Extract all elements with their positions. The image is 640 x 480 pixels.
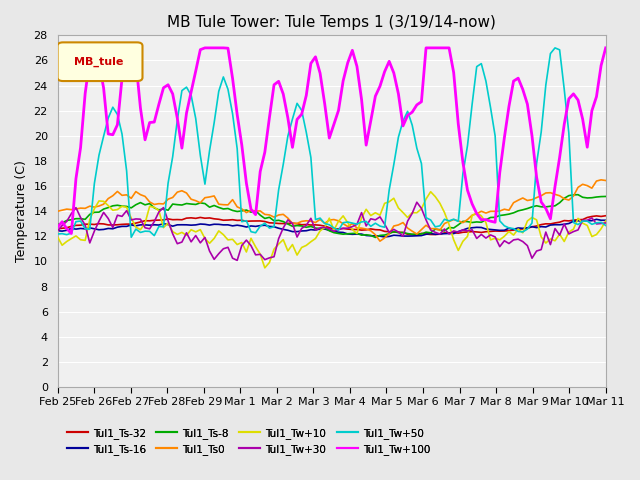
Tul1_Ts0: [436, 228, 444, 233]
Tul1_Tw+100: [67, 230, 75, 236]
Tul1_Tw+30: [54, 228, 61, 234]
Tul1_Ts-8: [574, 192, 582, 198]
Tul1_Tw+100: [178, 145, 186, 151]
Tul1_Ts-16: [169, 223, 177, 229]
Tul1_Tw+50: [602, 223, 609, 228]
Line: Tul1_Tw+10: Tul1_Tw+10: [58, 192, 605, 268]
Text: MB_tule: MB_tule: [74, 57, 124, 67]
Tul1_Ts-32: [358, 227, 365, 233]
Tul1_Ts-8: [492, 215, 499, 220]
Tul1_Tw+50: [173, 118, 181, 123]
Tul1_Tw+10: [496, 237, 504, 243]
Tul1_Tw+30: [602, 220, 609, 226]
Tul1_Tw+50: [436, 223, 444, 228]
Tul1_Ts-16: [436, 231, 444, 237]
Tul1_Tw+30: [440, 226, 448, 232]
Tul1_Tw+10: [169, 229, 177, 235]
Tul1_Tw+30: [413, 199, 420, 205]
Line: Tul1_Tw+30: Tul1_Tw+30: [58, 202, 605, 260]
Tul1_Tw+50: [54, 231, 61, 237]
Tul1_Ts0: [492, 208, 499, 214]
Y-axis label: Temperature (C): Temperature (C): [15, 160, 28, 262]
Tul1_Tw+10: [427, 189, 435, 194]
Line: Tul1_Ts0: Tul1_Ts0: [58, 180, 605, 241]
Tul1_Ts-32: [169, 217, 177, 223]
Tul1_Tw+100: [602, 45, 609, 51]
Tul1_Ts-32: [54, 226, 61, 232]
Tul1_Tw+50: [362, 218, 370, 224]
Tul1_Tw+50: [593, 220, 600, 226]
Tul1_Tw+100: [211, 45, 218, 51]
Tul1_Tw+10: [602, 218, 609, 224]
Tul1_Ts-32: [201, 216, 209, 221]
Tul1_Ts-32: [436, 231, 444, 237]
Tul1_Ts-16: [492, 227, 499, 233]
Tul1_Tw+100: [440, 45, 448, 51]
Tul1_Tw+30: [201, 235, 209, 240]
Tul1_Tw+10: [261, 265, 269, 271]
Tul1_Ts0: [201, 195, 209, 201]
Tul1_Ts-16: [602, 217, 609, 223]
Tul1_Tw+100: [496, 170, 504, 176]
Tul1_Ts-32: [413, 232, 420, 238]
Tul1_Ts0: [169, 194, 177, 200]
Tul1_Ts0: [602, 178, 609, 183]
Tul1_Ts-8: [201, 201, 209, 206]
Line: Tul1_Tw+50: Tul1_Tw+50: [58, 48, 605, 237]
Tul1_Ts-8: [372, 235, 380, 240]
Tul1_Ts0: [358, 225, 365, 231]
Tul1_Tw+10: [362, 206, 370, 212]
Tul1_Tw+10: [54, 234, 61, 240]
Tul1_Tw+30: [234, 257, 241, 263]
Tul1_Ts0: [376, 238, 384, 244]
Tul1_Ts-8: [358, 232, 365, 238]
Tul1_Ts-32: [602, 213, 609, 218]
Tul1_Tw+10: [593, 232, 600, 238]
Tul1_Ts-32: [588, 214, 596, 219]
Tul1_Ts-16: [54, 228, 61, 234]
Tul1_Tw+10: [201, 236, 209, 241]
Line: Tul1_Ts-32: Tul1_Ts-32: [58, 216, 605, 235]
Tul1_Ts-8: [436, 227, 444, 232]
Tul1_Tw+50: [205, 148, 213, 154]
Tul1_Ts-8: [602, 193, 609, 199]
Tul1_Ts-8: [169, 201, 177, 207]
Tul1_Tw+100: [127, 45, 135, 51]
Tul1_Ts-32: [492, 228, 499, 234]
Tul1_Tw+30: [496, 244, 504, 250]
Tul1_Tw+100: [54, 224, 61, 230]
Line: Tul1_Ts-16: Tul1_Ts-16: [58, 219, 605, 237]
Line: Tul1_Ts-8: Tul1_Ts-8: [58, 195, 605, 238]
Title: MB Tule Tower: Tule Temps 1 (3/19/14-now): MB Tule Tower: Tule Temps 1 (3/19/14-now…: [167, 15, 496, 30]
FancyBboxPatch shape: [58, 42, 143, 81]
Tul1_Tw+100: [593, 94, 600, 99]
Tul1_Tw+30: [593, 221, 600, 227]
Tul1_Ts-16: [593, 216, 600, 222]
Tul1_Tw+30: [169, 231, 177, 237]
Tul1_Tw+50: [127, 234, 135, 240]
Tul1_Tw+50: [551, 45, 559, 51]
Tul1_Ts-16: [381, 234, 388, 240]
Tul1_Ts-16: [201, 221, 209, 227]
Tul1_Ts-8: [593, 194, 600, 200]
Tul1_Ts-8: [54, 222, 61, 228]
Tul1_Ts-16: [588, 218, 596, 224]
Legend: Tul1_Ts-32, Tul1_Ts-16, Tul1_Ts-8, Tul1_Ts0, Tul1_Tw+10, Tul1_Tw+30, Tul1_Tw+50,: Tul1_Ts-32, Tul1_Ts-16, Tul1_Ts-8, Tul1_…: [63, 424, 435, 459]
Tul1_Ts0: [588, 185, 596, 191]
Tul1_Tw+10: [440, 210, 448, 216]
Tul1_Tw+50: [492, 133, 499, 139]
Tul1_Ts-16: [358, 231, 365, 237]
Tul1_Tw+100: [367, 118, 374, 124]
Line: Tul1_Tw+100: Tul1_Tw+100: [58, 48, 605, 233]
Tul1_Ts0: [597, 177, 605, 183]
Tul1_Ts0: [54, 208, 61, 214]
Tul1_Tw+30: [362, 223, 370, 229]
